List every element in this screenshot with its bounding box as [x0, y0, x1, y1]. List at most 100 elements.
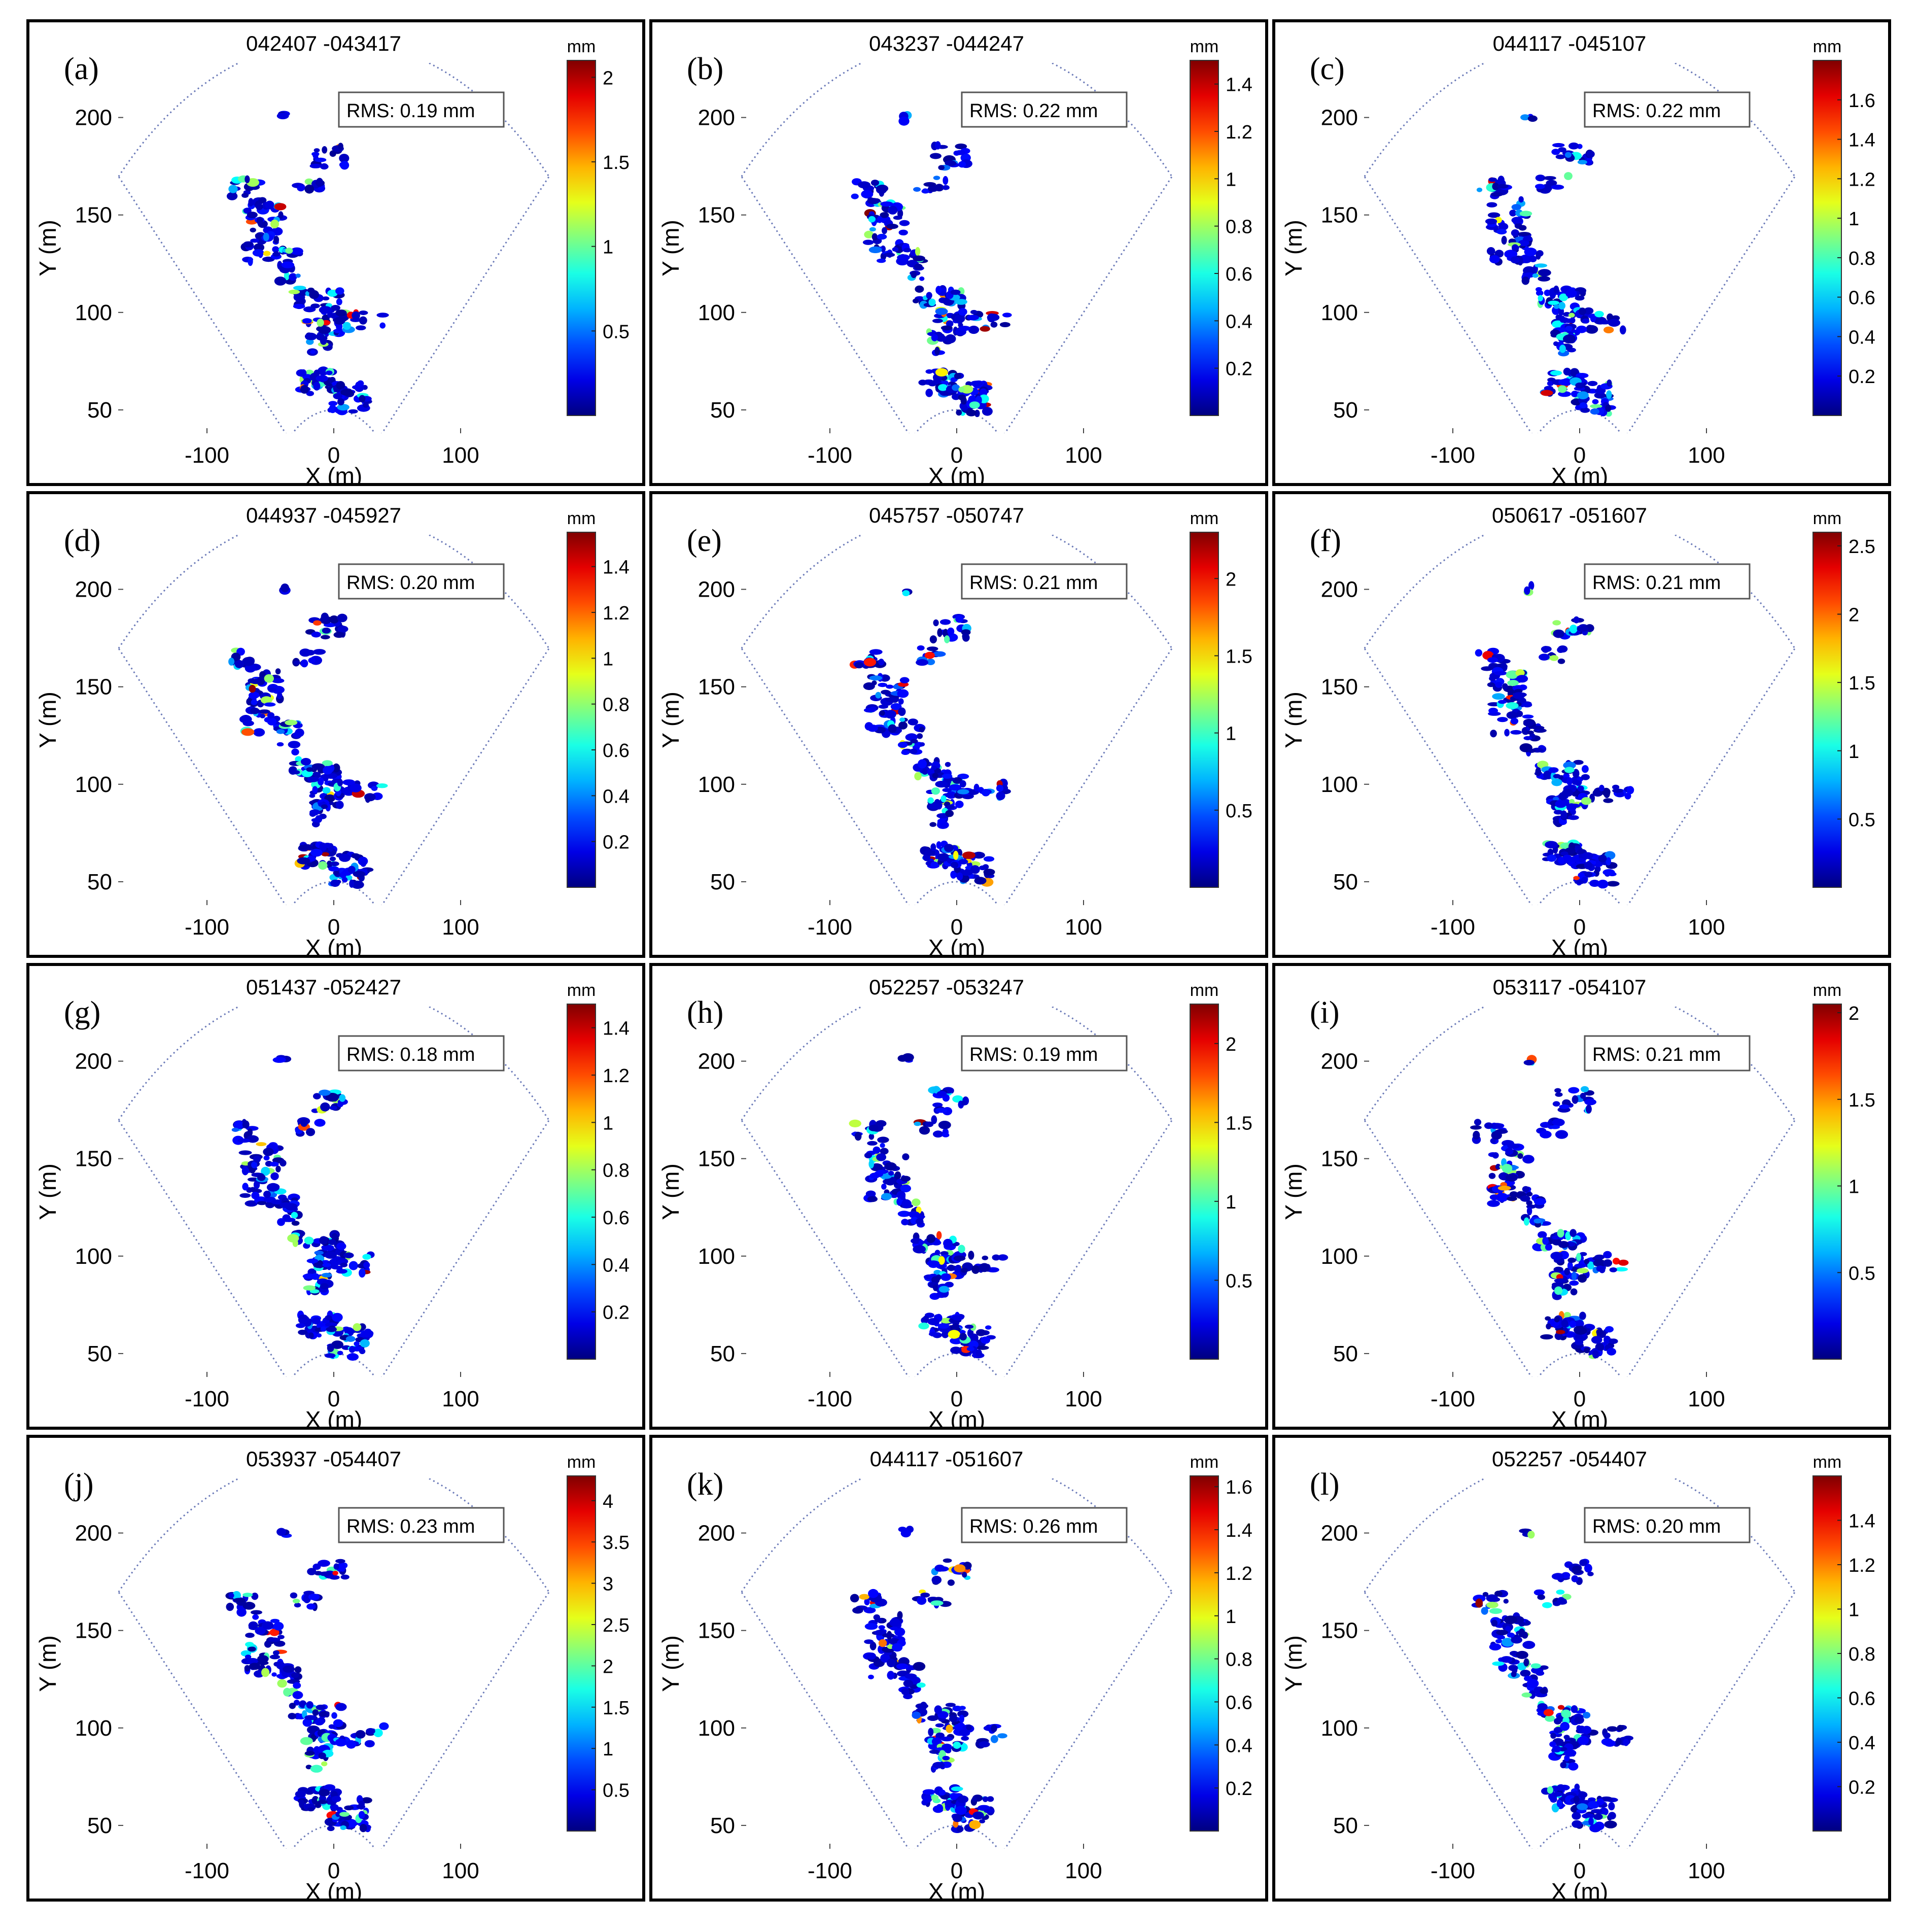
scatter-point: [349, 879, 355, 888]
scatter-point: [1527, 115, 1538, 122]
rms-box: [338, 563, 505, 600]
scatter-point: [1522, 714, 1534, 719]
x-axis-label: X (m): [928, 1406, 985, 1430]
scatter-point: [970, 309, 978, 315]
scatter-point: [938, 1256, 945, 1265]
x-tick-label: 0: [951, 443, 963, 468]
scatter-point: [922, 1789, 935, 1795]
scatter-point: [938, 1121, 951, 1129]
scatter-point: [1540, 1130, 1552, 1138]
sector-left-edge: [741, 176, 910, 433]
scatter-point: [319, 1089, 331, 1096]
scatter-point: [1574, 1327, 1587, 1335]
scatter-point: [242, 1602, 256, 1610]
scatter-point: [276, 1528, 287, 1536]
scatter-point: [304, 178, 313, 185]
scatter-point: [935, 308, 948, 315]
scatter-point: [327, 290, 338, 297]
scatter-point: [1599, 1267, 1606, 1273]
colorbar-tick-label: 1.4: [1226, 75, 1252, 96]
x-tick-label: 100: [442, 1858, 479, 1883]
scatter-point: [1568, 142, 1579, 150]
sector-left-edge: [118, 1120, 287, 1377]
scatter-point: [269, 1654, 280, 1660]
panel-label: (e): [687, 524, 722, 558]
scatter-point: [940, 1795, 951, 1799]
scatter-point: [1598, 854, 1607, 862]
scatter-point: [1560, 810, 1567, 819]
colorbar-tick-label: 0.5: [1849, 1263, 1875, 1284]
scatter-point: [1626, 786, 1634, 795]
y-tick-label: 200: [698, 577, 735, 602]
scatter-point: [313, 382, 321, 391]
scatter-point: [1556, 1800, 1562, 1808]
scatter-point: [1562, 854, 1573, 863]
scatter-point: [1582, 1712, 1591, 1719]
scatter-point: [1555, 1130, 1568, 1139]
x-tick-label: 0: [328, 1387, 340, 1411]
scatter-point: [310, 303, 320, 308]
scatter-point: [1529, 255, 1537, 262]
y-tick-label: 50: [1333, 870, 1358, 894]
scatter-point: [231, 1127, 239, 1132]
scatter-point: [886, 1659, 896, 1668]
scatter-point: [937, 818, 946, 824]
scatter-point: [1522, 236, 1533, 242]
scatter-point: [1575, 382, 1585, 389]
scatter-point: [331, 1233, 338, 1239]
scatter-point: [298, 845, 305, 850]
scatter-point: [1484, 1122, 1493, 1129]
scatter-point: [312, 152, 319, 159]
x-tick-label: 100: [442, 443, 479, 468]
x-tick-label: 0: [1574, 915, 1586, 940]
colorbar-tick-label: 2: [603, 67, 613, 89]
scatter-point: [1604, 1740, 1616, 1747]
scatter-point: [312, 1317, 321, 1325]
scatter-point: [1568, 313, 1575, 318]
scatter-point: [893, 216, 902, 220]
scatter-point: [1568, 1762, 1579, 1771]
scatter-point: [909, 748, 918, 754]
scatter-point: [356, 325, 366, 330]
scatter-point: [859, 1594, 869, 1600]
panel-f: -100 0 100 50 100 150 200 X (m) Y (m) 050617 -051…: [1272, 491, 1891, 958]
panel-label: (a): [64, 52, 99, 86]
scatter-point: [317, 1333, 322, 1338]
scatter-point: [358, 1811, 365, 1819]
scatter-point: [250, 1187, 256, 1192]
scatter-point: [1608, 1802, 1615, 1811]
scatter-point: [280, 1159, 287, 1167]
scatter-point: [335, 801, 344, 809]
rms-value: RMS: 0.21 mm: [1592, 572, 1721, 594]
scatter-point: [250, 679, 261, 684]
scatter-point: [929, 803, 940, 810]
scatter-point: [918, 759, 927, 769]
scatter-point: [1580, 1092, 1586, 1099]
x-tick-label: 0: [1574, 443, 1586, 468]
x-tick-label: 100: [1065, 443, 1102, 468]
scatter-point: [938, 165, 945, 170]
x-tick-label: -100: [185, 1387, 229, 1411]
scatter-point: [331, 305, 340, 311]
colorbar-tick-label: 0.8: [603, 695, 630, 716]
panel-label: (d): [64, 524, 100, 558]
y-tick-label: 200: [698, 1049, 735, 1074]
scatter-point: [1564, 1267, 1570, 1275]
scatter-point: [1559, 293, 1568, 301]
scatter-point: [931, 1737, 942, 1746]
x-tick-label: -100: [1431, 915, 1475, 940]
scatter-point: [957, 773, 969, 779]
scatter-point: [931, 1795, 939, 1801]
sector-inner-arc: [914, 881, 999, 905]
colorbar-tick-label: 4: [603, 1491, 613, 1512]
colorbar-unit: mm: [1813, 981, 1842, 1000]
scatter-point: [242, 720, 254, 727]
scatter-point: [1540, 1334, 1553, 1340]
scatter-point: [1553, 285, 1559, 293]
scatter-point: [321, 804, 328, 809]
scatter-point: [1535, 175, 1546, 182]
scatter-point: [945, 762, 951, 767]
colorbar: [1812, 60, 1842, 416]
scatter-point: [250, 707, 260, 714]
scatter-point: [931, 1115, 937, 1124]
